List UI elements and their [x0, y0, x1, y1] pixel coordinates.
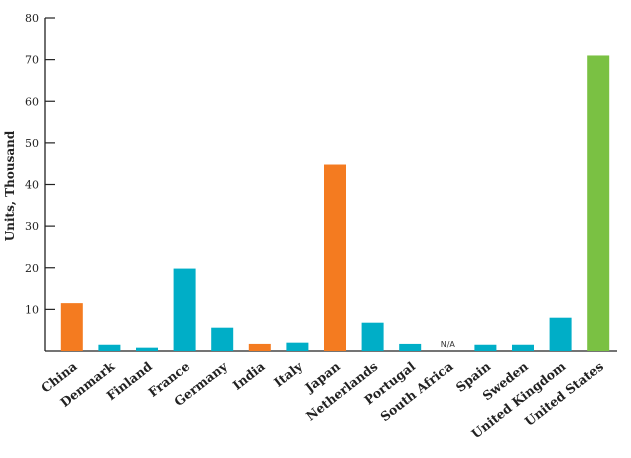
bars: N/A [60, 55, 610, 352]
bar-spain [474, 344, 497, 351]
y-tick-label: 80 [25, 12, 39, 25]
bar-netherlands [361, 322, 384, 351]
bar-japan [324, 164, 346, 351]
x-tick-label: Italy [271, 358, 306, 390]
bar-united-states [587, 55, 610, 352]
y-tick-label: 10 [25, 303, 39, 316]
missing-value-label: N/A [441, 340, 456, 349]
bar-germany [211, 327, 234, 351]
bar-sweden [512, 344, 534, 351]
bar-united-kingdom [549, 317, 572, 351]
y-tick-label: 70 [25, 54, 39, 67]
bar-portugal [399, 343, 422, 351]
y-tick-label: 40 [25, 179, 39, 192]
x-tick-label: India [230, 359, 268, 393]
bar-france [173, 268, 196, 351]
y-tick-label: 20 [25, 262, 39, 275]
bar-italy [286, 342, 309, 351]
y-axis-title: Units, Thousand [3, 130, 17, 241]
bar-china [60, 303, 83, 351]
bar-denmark [98, 344, 121, 351]
y-axis-ticks: 80 70 60 50 40 30 20 10 [25, 12, 55, 316]
bar-finland [136, 347, 158, 351]
y-tick-label: 50 [25, 137, 39, 150]
y-tick-label: 30 [25, 220, 39, 233]
bar-india [248, 343, 271, 351]
y-tick-label: 60 [25, 95, 39, 108]
